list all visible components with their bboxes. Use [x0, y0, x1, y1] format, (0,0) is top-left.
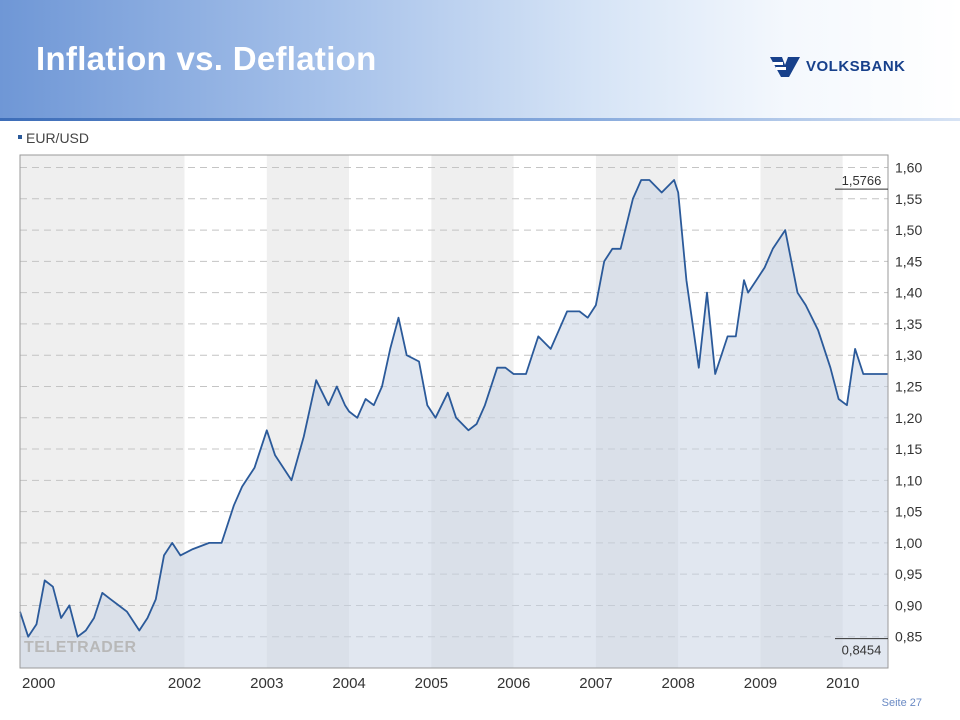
x-tick-label: 2006 — [497, 675, 530, 692]
x-tick-label: 2009 — [744, 675, 777, 692]
slide-title: Inflation vs. Deflation — [36, 40, 377, 77]
y-tick-label: 1,60 — [895, 160, 922, 176]
y-tick-label: 0,95 — [895, 566, 922, 582]
legend-marker — [18, 135, 22, 139]
header-rule — [0, 118, 960, 121]
y-tick-label: 1,40 — [895, 285, 922, 301]
y-tick-label: 1,05 — [895, 504, 922, 520]
y-tick-label: 1,30 — [895, 347, 922, 363]
y-tick-label: 1,55 — [895, 191, 922, 207]
series-area — [20, 180, 888, 668]
page-number: Seite 27 — [881, 697, 922, 709]
eurusd-chart: EUR/USD TELETRADER 1,601,551,501,451,401… — [18, 130, 922, 692]
logo-text: VOLKSBANK — [806, 57, 906, 75]
x-tick-label: 2002 — [168, 675, 201, 692]
volksbank-logo: VOLKSBANK — [770, 50, 906, 82]
x-tick-label: 2007 — [579, 675, 612, 692]
max-value-label: 1,5766 — [842, 173, 882, 188]
y-tick-label: 1,45 — [895, 253, 922, 269]
y-tick-label: 1,50 — [895, 222, 922, 238]
y-tick-label: 1,25 — [895, 378, 922, 394]
min-value-label: 0,8454 — [842, 643, 882, 658]
x-tick-label: 2003 — [250, 675, 283, 692]
series-line-eurusd — [19, 179, 888, 638]
volksbank-logo-icon — [770, 57, 800, 77]
x-tick-label: 2010 — [826, 675, 859, 692]
x-tick-label: 2004 — [332, 675, 365, 692]
max-marker: 1,5766 — [835, 173, 888, 190]
y-axis-ticks: 1,60 1,55 1,50 1,45 1,40 1,35 1,30 1,25 1,20 1,15… — [895, 160, 922, 645]
y-tick-label: 0,90 — [895, 597, 922, 613]
x-axis-ticks: 2000 2002 2003 2004 2005 2006 2007 2008 2009 2010 — [22, 675, 859, 692]
y-tick-label: 1,10 — [895, 472, 922, 488]
watermark: TELETRADER — [24, 639, 137, 656]
y-tick-label: 1,35 — [895, 316, 922, 332]
y-tick-label: 1,00 — [895, 535, 922, 551]
x-tick-label: 2005 — [415, 675, 448, 692]
x-tick-label: 2000 — [22, 675, 55, 692]
min-marker: 0,8454 — [835, 638, 888, 658]
legend-label: EUR/USD — [26, 130, 89, 146]
y-tick-label: 1,20 — [895, 410, 922, 426]
plot-frame — [19, 154, 889, 669]
slide-header — [0, 0, 960, 118]
x-tick-label: 2008 — [662, 675, 695, 692]
y-tick-label: 0,85 — [895, 629, 922, 645]
y-tick-label: 1,15 — [895, 441, 922, 457]
